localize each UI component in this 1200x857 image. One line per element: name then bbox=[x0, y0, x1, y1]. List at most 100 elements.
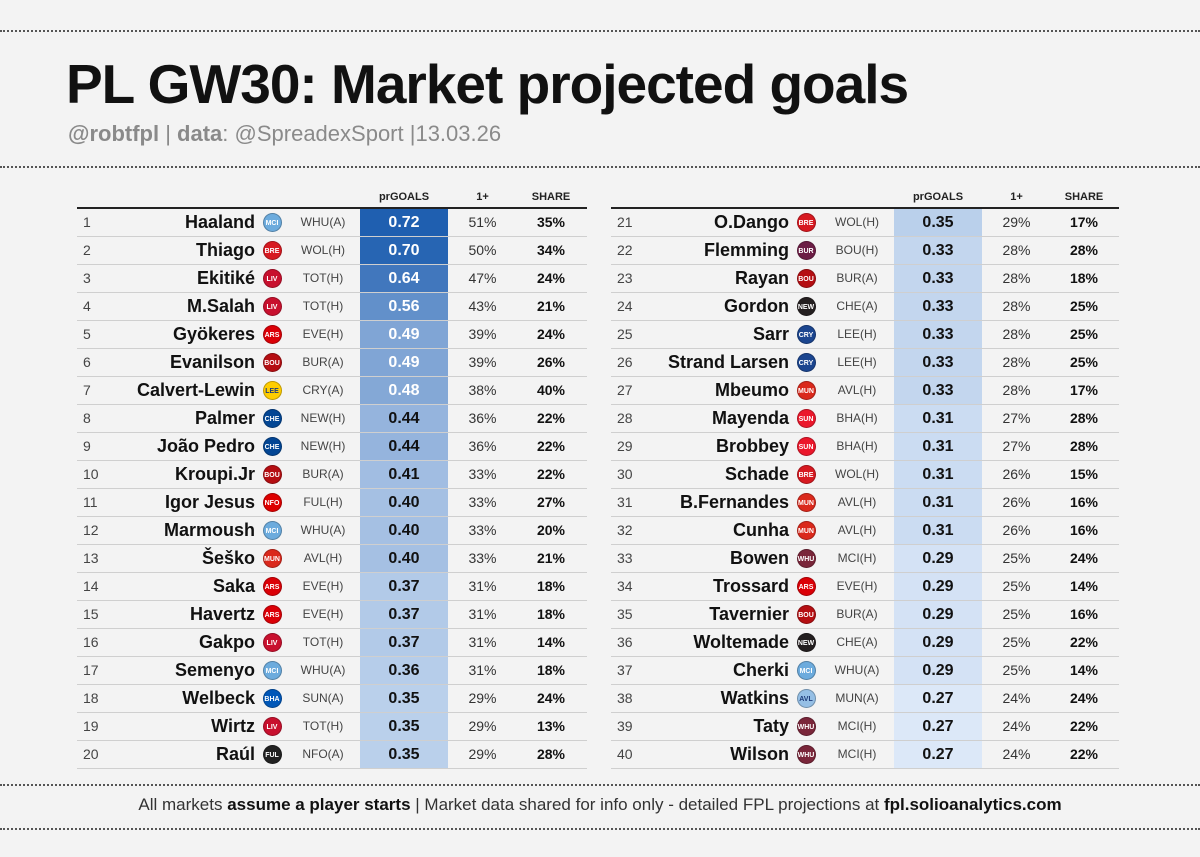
club-crest-icon: ARS bbox=[262, 577, 282, 596]
share-value: 20% bbox=[536, 522, 566, 538]
share-value: 18% bbox=[1069, 270, 1099, 286]
fixture: WHU(A) bbox=[300, 215, 346, 229]
fixture: BUR(A) bbox=[302, 467, 344, 481]
fixture: MUN(A) bbox=[835, 691, 879, 705]
left-table-header: prGOALS 1+ SHARE bbox=[77, 187, 587, 207]
table-row: 19 Wirtz TOT(H) 0.35 29% 13% LIV bbox=[77, 713, 587, 741]
one-plus-value: 28% bbox=[1002, 326, 1031, 342]
club-badge-wrap: ARS bbox=[259, 601, 285, 628]
table-row: 8 Palmer NEW(H) 0.44 36% 22% CHE bbox=[77, 405, 587, 433]
club-badge-wrap: SUN bbox=[793, 433, 819, 460]
one-plus-value: 27% bbox=[1002, 438, 1031, 454]
one-plus-value: 33% bbox=[468, 466, 497, 482]
one-plus-value: 26% bbox=[1002, 522, 1031, 538]
fixture: AVL(H) bbox=[837, 523, 877, 537]
rank: 10 bbox=[83, 466, 99, 482]
one-plus-value: 25% bbox=[1002, 662, 1031, 678]
table-row: 39 Taty MCI(H) 0.27 24% 22% WHU bbox=[611, 713, 1119, 741]
prgoals-value: 0.35 bbox=[894, 209, 982, 236]
prgoals-value: 0.37 bbox=[360, 629, 448, 656]
subtitle-separator: | bbox=[159, 121, 178, 146]
club-crest-icon: CRY bbox=[796, 353, 816, 372]
fixture: BHA(H) bbox=[836, 411, 878, 425]
rank: 11 bbox=[83, 494, 98, 510]
club-crest-icon: BOU bbox=[796, 605, 816, 624]
one-plus-value: 26% bbox=[1002, 466, 1031, 482]
rank: 38 bbox=[617, 690, 633, 706]
fixture: TOT(H) bbox=[302, 719, 344, 733]
club-crest-icon: CHE bbox=[262, 409, 282, 428]
one-plus-value: 36% bbox=[468, 410, 497, 426]
player-name: Tavernier bbox=[709, 604, 789, 624]
footer-link[interactable]: fpl.solioanalytics.com bbox=[883, 795, 1062, 814]
subtitle: @robtfpl | data: @SpreadexSport |13.03.2… bbox=[68, 120, 501, 148]
one-plus-value: 33% bbox=[468, 494, 497, 510]
table-row: 31 B.Fernandes AVL(H) 0.31 26% 16% MUN bbox=[611, 489, 1119, 517]
club-crest-icon: BUR bbox=[796, 241, 816, 260]
prgoals-value: 0.44 bbox=[360, 405, 448, 432]
club-badge-wrap: BUR bbox=[793, 237, 819, 264]
player-name: Gyökeres bbox=[172, 324, 255, 344]
prgoals-value: 0.64 bbox=[360, 265, 448, 292]
fixture: WHU(A) bbox=[834, 663, 880, 677]
club-crest-icon: CRY bbox=[796, 325, 816, 344]
club-badge-wrap: LIV bbox=[259, 713, 285, 740]
col-header-share: SHARE bbox=[1064, 191, 1104, 203]
fixture: CRY(A) bbox=[302, 383, 344, 397]
one-plus-value: 38% bbox=[468, 382, 497, 398]
club-crest-icon: BRE bbox=[796, 465, 816, 484]
player-name: Schade bbox=[724, 464, 789, 484]
club-crest-icon: NEW bbox=[796, 633, 816, 652]
table-row: 7 Calvert-Lewin CRY(A) 0.48 38% 40% LEE bbox=[77, 377, 587, 405]
rank: 22 bbox=[617, 242, 633, 258]
share-value: 25% bbox=[1069, 354, 1099, 370]
club-badge-wrap: BOU bbox=[259, 461, 285, 488]
table-row: 36 Woltemade CHE(A) 0.29 25% 22% NEW bbox=[611, 629, 1119, 657]
rank: 39 bbox=[617, 718, 633, 734]
share-value: 24% bbox=[536, 690, 566, 706]
rank: 31 bbox=[617, 494, 633, 510]
prgoals-value: 0.35 bbox=[360, 685, 448, 712]
fixture: EVE(H) bbox=[836, 579, 878, 593]
rank: 19 bbox=[83, 718, 99, 734]
col-header-share: SHARE bbox=[531, 191, 571, 203]
share-value: 25% bbox=[1069, 326, 1099, 342]
club-crest-icon: LIV bbox=[262, 633, 282, 652]
share-value: 18% bbox=[536, 578, 566, 594]
rank: 28 bbox=[617, 410, 633, 426]
prgoals-value: 0.27 bbox=[894, 741, 982, 768]
fixture: CHE(A) bbox=[836, 635, 878, 649]
rank: 5 bbox=[83, 326, 91, 342]
share-value: 22% bbox=[1069, 746, 1099, 762]
one-plus-value: 29% bbox=[468, 746, 497, 762]
club-badge-wrap: MUN bbox=[793, 517, 819, 544]
player-name: Šeško bbox=[201, 548, 255, 568]
col-header-one-plus: 1+ bbox=[1010, 191, 1023, 203]
prgoals-value: 0.31 bbox=[894, 489, 982, 516]
share-value: 28% bbox=[1069, 438, 1099, 454]
prgoals-value: 0.35 bbox=[360, 741, 448, 768]
club-crest-icon: BOU bbox=[262, 353, 282, 372]
rank: 40 bbox=[617, 746, 633, 762]
club-crest-icon: ARS bbox=[262, 605, 282, 624]
prgoals-value: 0.37 bbox=[360, 573, 448, 600]
prgoals-value: 0.33 bbox=[894, 293, 982, 320]
player-name: João Pedro bbox=[156, 436, 255, 456]
prgoals-value: 0.27 bbox=[894, 713, 982, 740]
one-plus-value: 43% bbox=[468, 298, 497, 314]
footer-text-2: | Market data shared for info only - det… bbox=[410, 795, 884, 814]
rank: 14 bbox=[83, 578, 99, 594]
share-value: 14% bbox=[1069, 662, 1099, 678]
prgoals-value: 0.29 bbox=[894, 601, 982, 628]
one-plus-value: 24% bbox=[1002, 718, 1031, 734]
footer-divider bbox=[0, 784, 1200, 786]
prgoals-value: 0.33 bbox=[894, 349, 982, 376]
rank: 16 bbox=[83, 634, 99, 650]
club-badge-wrap: NFO bbox=[259, 489, 285, 516]
prgoals-value: 0.35 bbox=[360, 713, 448, 740]
table-row: 34 Trossard EVE(H) 0.29 25% 14% ARS bbox=[611, 573, 1119, 601]
fixture: WOL(H) bbox=[835, 215, 879, 229]
fixture: AVL(H) bbox=[303, 551, 343, 565]
club-badge-wrap: ARS bbox=[259, 573, 285, 600]
player-name: Wirtz bbox=[211, 716, 255, 736]
